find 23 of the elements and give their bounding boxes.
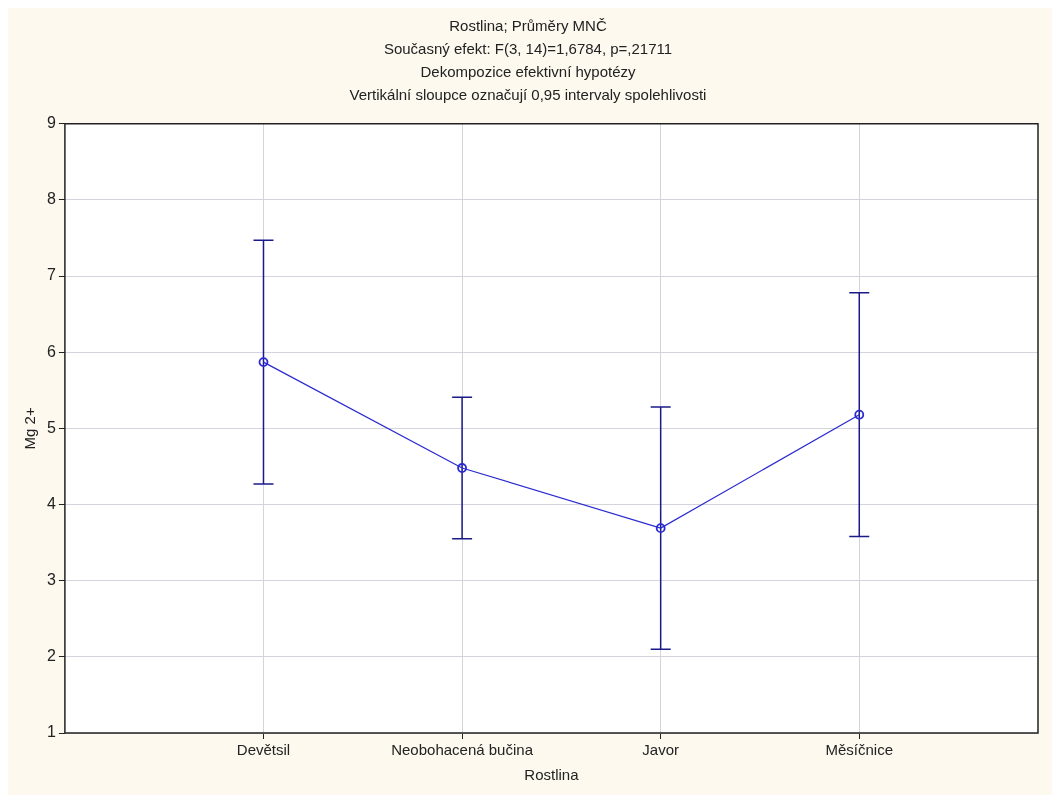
y-tick-label: 4 [46,494,56,512]
y-tick-label: 8 [46,190,56,208]
y-tick-label: 9 [46,114,56,132]
x-axis-title: Rostlina [524,766,580,784]
point [258,357,269,368]
text: Dekompozice efektivní hypotézy [420,63,637,81]
point [457,463,467,473]
chart-subtitle: Současný efekt: F(3, 14)=1,6784, p=,21711 [383,39,673,57]
y-tick-label: 3 [46,571,56,589]
y-tick-label: 2 [46,647,56,665]
y-axis-title: Mg 2+ [21,407,39,450]
text: Vertikální sloupce označují 0,95 intervaly spolehlivosti [349,86,707,104]
x-tick-label: Neobohacená bučina [391,741,534,759]
y-tick-label: 5 [46,418,56,436]
point [655,523,666,534]
chart-title: Rostlina; Průměry MNČ [449,17,607,35]
y-tick-label: 1 [46,723,56,741]
x-tick-label: Měsíčnice [825,741,894,759]
y-tick-label: 6 [46,342,56,360]
x-tick-label: Javor [642,741,680,759]
y-tick-label: 7 [46,266,56,284]
point [854,409,865,420]
x-tick-label: Devětsil [236,741,291,759]
